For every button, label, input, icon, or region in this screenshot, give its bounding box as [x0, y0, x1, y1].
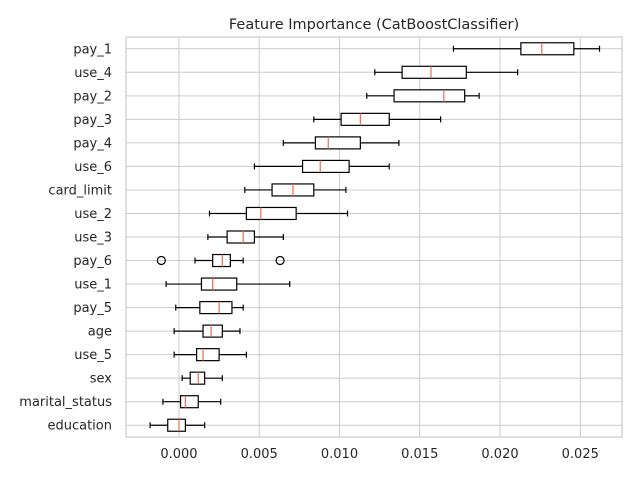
y-tick-label: education [47, 419, 112, 434]
plot-frame [125, 36, 623, 438]
y-tick-label: use_3 [74, 231, 112, 246]
tick-labels: 0.000 0.005 0.010 0.015 0.020 0.025 pay_1 use_4… [19, 42, 599, 462]
box-pay_1 [452, 42, 601, 56]
x-tick-label: 0.010 [321, 447, 358, 462]
gridlines [126, 37, 622, 437]
iqr-box [199, 300, 233, 315]
y-tick-label: pay_1 [73, 42, 112, 57]
iqr-box [393, 89, 466, 103]
x-tick-label: 0.000 [160, 447, 197, 462]
chart-title: Feature Importance (CatBoostClassifier) [229, 17, 519, 33]
x-tick-label: 0.020 [481, 447, 518, 462]
x-tick-label: 0.015 [401, 447, 438, 462]
iqr-box [189, 371, 206, 385]
iqr-box [200, 277, 238, 291]
box-use_3 [207, 230, 284, 244]
y-tick-label: pay_6 [73, 254, 112, 269]
box-pay_4 [282, 136, 400, 150]
box-pay_5 [175, 300, 244, 315]
iqr-box [314, 136, 361, 150]
x-tick-label: 0.025 [562, 447, 599, 462]
iqr-box [167, 418, 186, 432]
y-tick-label: pay_4 [73, 136, 112, 151]
iqr-box [301, 159, 350, 174]
box-use_5 [173, 348, 247, 362]
box-age [173, 324, 241, 338]
outlier-point [156, 255, 166, 266]
iqr-box [179, 395, 199, 409]
box-use_2 [208, 206, 349, 221]
iqr-box [245, 206, 297, 221]
iqr-box [520, 42, 575, 56]
y-tick-label: marital_status [19, 395, 112, 410]
box-pay_6 [156, 253, 285, 268]
iqr-box [202, 324, 223, 338]
iqr-box [196, 348, 220, 362]
y-tick-label: use_4 [74, 66, 112, 81]
box-pay_3 [313, 112, 442, 126]
box-card_limit [244, 183, 347, 197]
y-tick-label: use_2 [74, 207, 112, 222]
y-tick-label: sex [90, 372, 113, 387]
boxes [149, 42, 601, 432]
box-pay_2 [366, 89, 480, 103]
y-tick-label: pay_2 [73, 89, 112, 104]
box-use_1 [165, 277, 291, 291]
iqr-box [226, 230, 256, 244]
y-tick-label: pay_5 [73, 301, 112, 316]
outlier-point [275, 255, 285, 266]
box-sex [181, 371, 223, 385]
y-tick-label: use_5 [74, 348, 112, 363]
iqr-box [340, 112, 390, 126]
x-tick-label: 0.005 [241, 447, 278, 462]
box-marital_status [162, 395, 222, 409]
y-tick-label: card_limit [48, 183, 112, 198]
box-use_6 [253, 159, 390, 174]
y-tick-label: use_6 [74, 160, 112, 175]
y-tick-label: pay_3 [73, 113, 112, 128]
y-tick-label: use_1 [74, 278, 112, 293]
iqr-box [212, 253, 231, 268]
y-tick-label: age [88, 325, 112, 340]
box-education [149, 418, 206, 432]
iqr-box [401, 65, 467, 79]
box-use_4 [374, 65, 519, 79]
